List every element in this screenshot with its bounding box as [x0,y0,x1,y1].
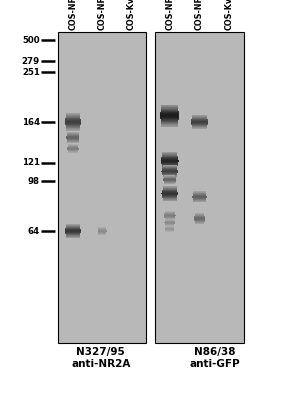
Bar [162,165,178,166]
Bar [161,162,178,163]
Text: N86/38
anti-GFP: N86/38 anti-GFP [189,347,240,369]
Text: COS-Kv2.1: COS-Kv2.1 [225,0,234,30]
Bar [161,108,178,109]
Bar [161,125,178,126]
Text: COS-NR2B-GFP: COS-NR2B-GFP [98,0,107,30]
Bar [160,112,179,113]
Bar [162,154,178,155]
Bar [65,123,81,124]
Bar [162,166,178,167]
Bar [161,109,178,110]
Bar [66,130,80,131]
Bar [161,120,178,121]
Text: N327/95
anti-NR2A: N327/95 anti-NR2A [71,347,131,369]
Bar [66,127,80,128]
Bar [66,118,80,119]
Bar [66,113,80,114]
Bar [162,168,177,169]
Bar [161,110,178,111]
Text: 64: 64 [28,227,40,236]
Bar [66,125,80,126]
Bar [160,116,179,117]
Bar [160,114,179,115]
Bar [66,114,80,115]
Bar [161,111,179,112]
Text: 251: 251 [22,68,40,77]
Bar [162,157,178,158]
Bar [162,169,177,170]
Bar [161,107,178,108]
Bar [161,163,178,164]
Text: COS-NR2A-GFP: COS-NR2A-GFP [68,0,78,30]
Bar [161,121,178,122]
Bar [66,117,80,118]
Bar [65,121,81,122]
Bar [65,120,81,121]
Bar [161,105,178,106]
Bar [161,123,178,124]
Bar [161,159,178,160]
Bar [161,158,178,159]
Bar [160,113,179,114]
Text: 121: 121 [22,158,40,167]
Bar [65,122,81,123]
Text: COS-NR2B-GFP: COS-NR2B-GFP [195,0,204,30]
Bar [66,126,80,127]
Bar [66,128,80,129]
Bar [161,119,179,120]
Bar [162,156,178,157]
Text: 279: 279 [22,57,40,66]
Bar [66,116,80,117]
Bar [162,164,178,165]
Text: COS-NR2A-GFP: COS-NR2A-GFP [165,0,174,30]
Bar [161,160,179,161]
Bar [161,124,178,125]
Bar [162,152,177,153]
Bar [160,117,179,118]
Bar [58,32,146,343]
Bar [162,167,178,168]
Text: COS-Kv2.1: COS-Kv2.1 [127,0,136,30]
Bar [161,126,178,127]
Bar [160,118,179,119]
Bar [161,161,179,162]
Bar [160,115,179,116]
Bar [161,122,178,123]
Bar [66,129,80,130]
Text: 500: 500 [22,36,40,45]
Text: 164: 164 [22,118,40,127]
Bar [161,106,178,107]
Bar [65,119,81,120]
Bar [155,32,244,343]
Bar [162,155,178,156]
Bar [65,124,81,125]
Bar [66,115,80,116]
Bar [162,153,177,154]
Text: 98: 98 [28,177,40,186]
